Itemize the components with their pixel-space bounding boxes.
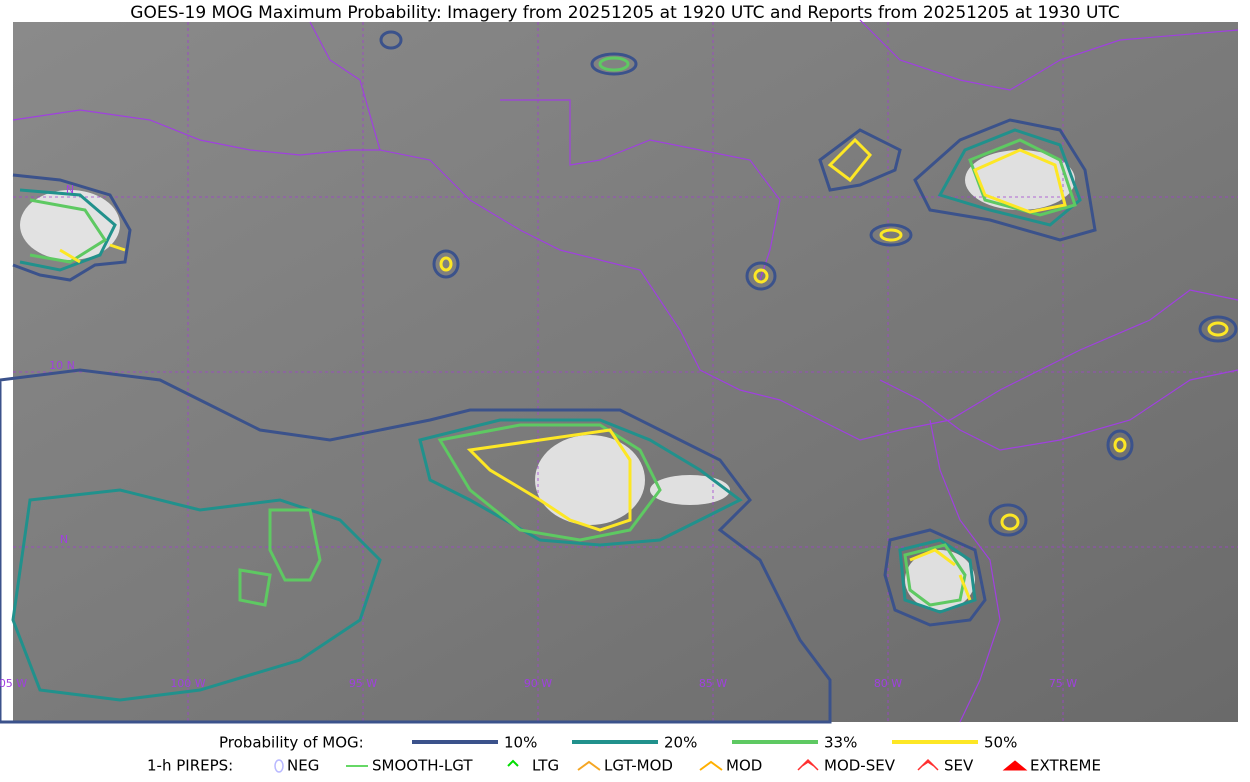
- lat-label: N: [66, 183, 74, 196]
- pirep-label: NEG: [287, 757, 319, 775]
- pirep-label: LTG: [532, 757, 559, 775]
- lon-label: 90 W: [524, 677, 552, 690]
- pirep-label: MOD-SEV: [824, 757, 896, 775]
- pirep-label: LGT-MOD: [604, 757, 673, 775]
- pirep-symbol: [274, 759, 284, 773]
- lat-label: N: [60, 533, 68, 546]
- legend-label: 50%: [984, 734, 1017, 752]
- lon-label: 85 W: [699, 677, 727, 690]
- legend-label: 20%: [664, 734, 697, 752]
- pirep-symbol: [507, 759, 519, 767]
- legend-label: 33%: [824, 734, 857, 752]
- pirep-label: SMOOTH-LGT: [372, 757, 473, 775]
- graticule-labels: N 10 N N 05 W 100 W 95 W 90 W 85 W 80 W 75 W: [0, 183, 1077, 690]
- pirep-symbol: [699, 760, 723, 771]
- legend: Probability of MOG: 10% 20% 33% 50% 1-h PIREP…: [147, 734, 1101, 775]
- pirep-label: SEV: [944, 757, 974, 775]
- lon-label: 95 W: [349, 677, 377, 690]
- legend-title: Probability of MOG:: [219, 734, 364, 752]
- probability-contours: [0, 30, 1238, 724]
- lon-label: 75 W: [1049, 677, 1077, 690]
- graticule: [13, 22, 1238, 722]
- pirep-symbol: [1002, 760, 1028, 771]
- legend-label: 10%: [504, 734, 537, 752]
- pirep-label: MOD: [726, 757, 762, 775]
- pirep-symbol: [797, 758, 819, 771]
- cloud-tops: [20, 150, 1075, 610]
- lon-label: 80 W: [874, 677, 902, 690]
- lon-label: 100 W: [170, 677, 205, 690]
- lon-label: 05 W: [0, 677, 27, 690]
- legend-title: 1-h PIREPS:: [147, 757, 233, 775]
- pirep-symbol: [577, 760, 601, 771]
- pirep-label: EXTREME: [1030, 757, 1101, 775]
- pirep-symbol: [917, 758, 939, 771]
- title: GOES-19 MOG Maximum Probability: Imagery…: [130, 3, 1119, 23]
- borders: [12, 19, 1239, 723]
- lat-label: 10 N: [49, 359, 75, 372]
